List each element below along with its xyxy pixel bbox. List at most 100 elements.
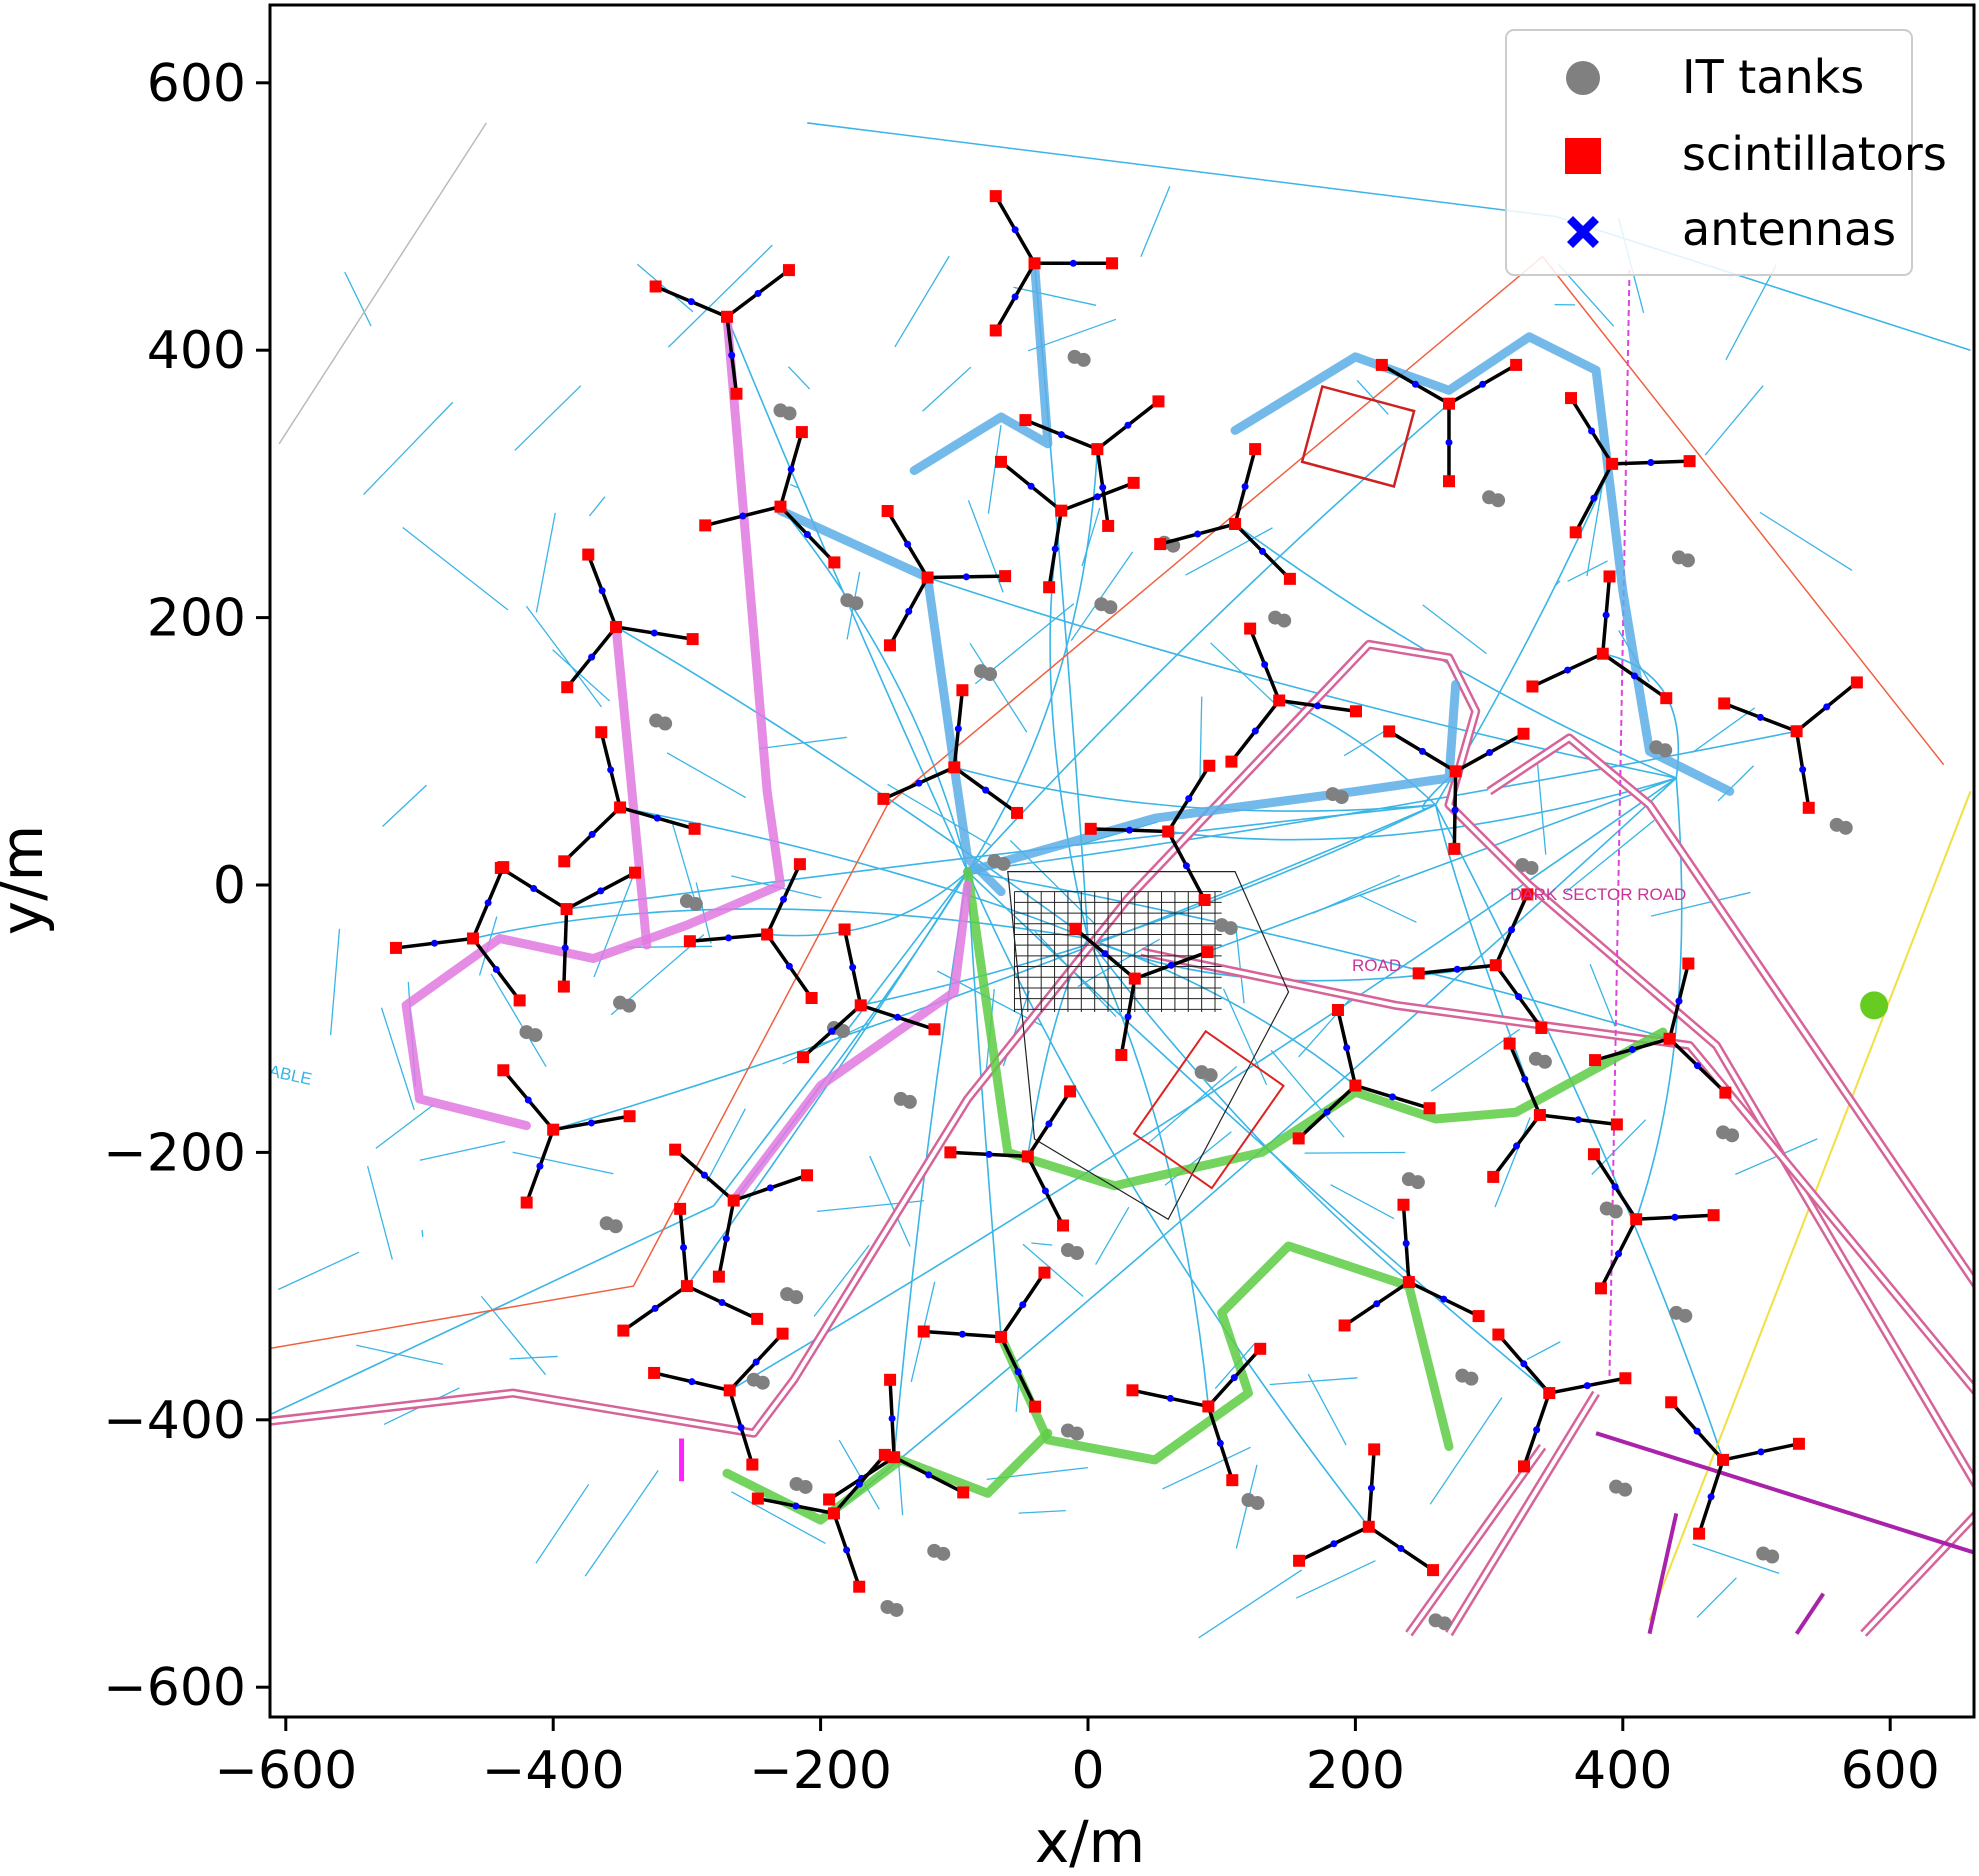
- antenna-marker: [722, 1235, 730, 1243]
- antenna-marker: [843, 1546, 851, 1554]
- legend-box: [1505, 29, 1913, 276]
- antenna-marker: [958, 1330, 966, 1338]
- antenna-marker: [1440, 1295, 1448, 1303]
- cable-branch: [1330, 1184, 1395, 1220]
- antenna-marker: [718, 1298, 726, 1306]
- scintillator-marker: [390, 941, 403, 954]
- scintillator-marker: [1397, 1198, 1410, 1211]
- cable-line: [779, 506, 969, 872]
- cable-branch: [419, 1140, 506, 1161]
- antenna-marker: [785, 962, 793, 970]
- legend-label-it-tanks: IT tanks: [1682, 50, 1864, 104]
- cable-branch: [1304, 1151, 1406, 1154]
- tank-marker: [755, 1375, 770, 1390]
- antenna-marker: [1693, 1427, 1701, 1435]
- antenna-marker: [1574, 1116, 1582, 1124]
- cable-line: [270, 871, 969, 1416]
- scintillator-marker: [838, 923, 851, 936]
- scintillator-marker: [1565, 392, 1578, 405]
- scintillator-marker: [1011, 806, 1024, 819]
- trench-lines: [401, 258, 1735, 1525]
- antenna-marker: [530, 885, 538, 893]
- cable-branch: [1147, 1066, 1238, 1144]
- station: [1492, 1328, 1633, 1497]
- scintillator-marker: [1019, 414, 1032, 427]
- antenna-marker: [1799, 766, 1807, 774]
- antenna-marker: [1513, 1142, 1521, 1150]
- antenna-marker: [855, 1480, 863, 1488]
- cable-line: [615, 626, 1089, 940]
- tank-marker: [1678, 1308, 1693, 1323]
- scintillator-marker: [883, 639, 896, 652]
- cable-branch: [366, 1165, 393, 1260]
- antenna-marker: [598, 587, 606, 595]
- cable-line: [966, 871, 1002, 1337]
- scintillator-marker: [1503, 1037, 1516, 1050]
- antenna-marker: [1615, 1250, 1623, 1258]
- antenna-marker: [1011, 226, 1019, 234]
- station: [1293, 1443, 1452, 1631]
- tank-marker: [1103, 600, 1118, 615]
- cable-line: [967, 871, 1550, 1394]
- scintillator-marker: [995, 1330, 1008, 1343]
- antenna-marker: [803, 531, 811, 539]
- scintillator-marker: [751, 1312, 764, 1325]
- station: [390, 861, 543, 1043]
- cable-branch: [1070, 551, 1134, 641]
- antenna-marker: [766, 1184, 774, 1192]
- scintillator-marker: [1064, 1085, 1077, 1098]
- antenna-marker: [1343, 1044, 1351, 1052]
- station: [1069, 922, 1218, 1083]
- cable-branch: [1650, 891, 1751, 917]
- cable-branch: [1081, 507, 1101, 567]
- scintillator-marker: [1660, 692, 1673, 705]
- cable-branch: [894, 255, 950, 348]
- scintillator-marker: [520, 1196, 533, 1209]
- station: [1412, 888, 1552, 1069]
- cable-branch: [382, 784, 427, 827]
- cable-branch: [1565, 819, 1655, 893]
- scintillator-marker: [1273, 694, 1286, 707]
- antenna-marker: [1602, 611, 1610, 619]
- antenna-marker: [1330, 1540, 1338, 1548]
- cable-line: [729, 777, 1677, 1392]
- station: [1665, 1396, 1805, 1564]
- tank-marker: [1277, 613, 1292, 628]
- y-tick-label: −400: [103, 1391, 246, 1451]
- cable-branch: [329, 928, 341, 1036]
- scintillator-marker: [1249, 443, 1262, 456]
- antenna-marker: [752, 1358, 760, 1366]
- road-label: ROAD: [1352, 956, 1401, 975]
- antenna-marker: [1027, 482, 1035, 490]
- scintillator-marker: [1427, 1564, 1440, 1577]
- tank-marker: [1076, 352, 1091, 367]
- cable-branch: [1725, 264, 1777, 360]
- scintillator-marker: [761, 928, 774, 941]
- station: [1084, 759, 1238, 936]
- cable-branch: [987, 425, 1002, 514]
- cable-branch: [1234, 925, 1245, 1004]
- tank-marker: [1725, 1128, 1740, 1143]
- scintillator-marker: [497, 861, 510, 874]
- scintillator-marker: [1055, 504, 1068, 517]
- scintillator-marker: [1368, 1443, 1381, 1456]
- tank-marker: [1838, 820, 1853, 835]
- tank-marker: [798, 1479, 813, 1494]
- road-network: [270, 269, 1974, 1637]
- antenna-marker: [650, 629, 658, 637]
- scintillator-marker: [1028, 257, 1041, 270]
- station: [1292, 1003, 1436, 1190]
- antenna-marker: [1757, 1448, 1765, 1456]
- road-center: [270, 642, 1974, 1486]
- antenna-marker: [1051, 545, 1059, 553]
- tank-marker: [688, 897, 703, 912]
- cable-branch: [490, 973, 547, 1068]
- station: [1338, 1198, 1485, 1386]
- antenna-marker: [1258, 547, 1266, 555]
- scintillator-marker: [1127, 476, 1140, 489]
- antenna-marker: [687, 298, 695, 306]
- tank-marker: [622, 998, 637, 1013]
- scintillator-marker: [1154, 538, 1167, 551]
- scintillator-marker: [1619, 1372, 1632, 1385]
- cable-line: [967, 870, 1670, 1040]
